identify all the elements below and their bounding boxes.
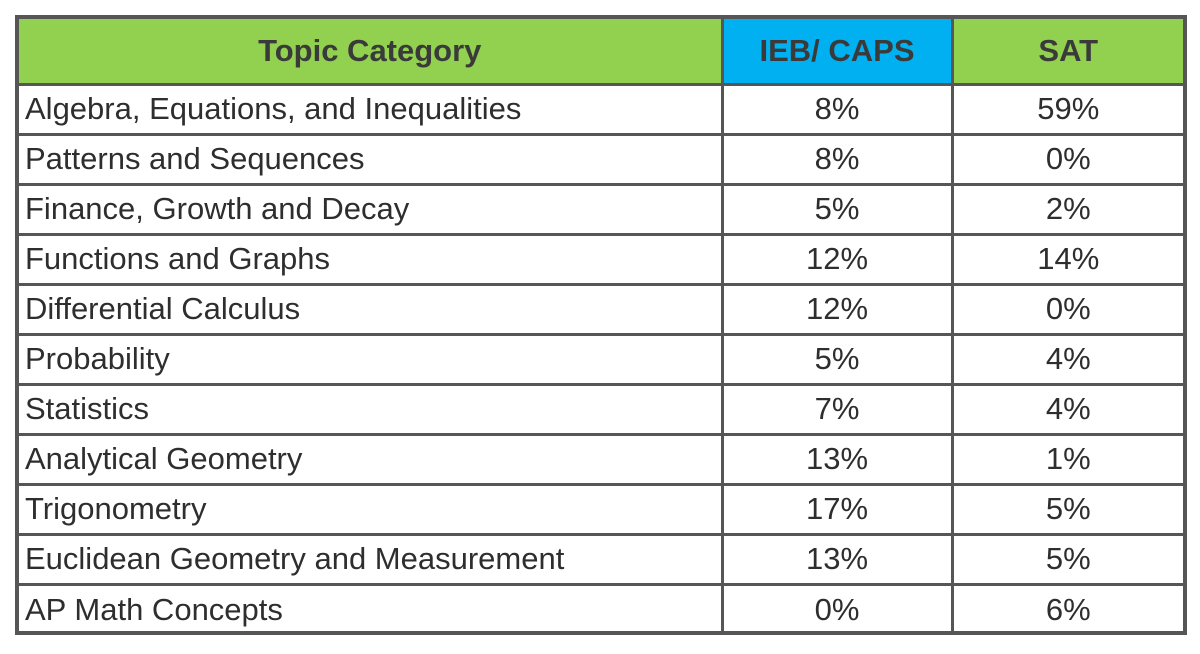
table-row: AP Math Concepts 0% 6% [19, 582, 1183, 634]
header-sat: SAT [950, 19, 1183, 86]
sat-value-cell: 14% [950, 232, 1183, 286]
table-header-row: Topic Category IEB/ CAPS SAT [19, 19, 1183, 86]
topic-cell: Trigonometry [19, 482, 724, 536]
topic-cell: Finance, Growth and Decay [19, 182, 724, 236]
ieb-caps-value-cell: 5% [720, 332, 954, 386]
topic-cell: Functions and Graphs [19, 232, 724, 286]
topic-cell: Analytical Geometry [19, 432, 724, 486]
ieb-caps-value-cell: 0% [720, 582, 954, 634]
topic-cell: Statistics [19, 382, 724, 436]
topic-cell: AP Math Concepts [19, 582, 724, 634]
ieb-caps-value-cell: 17% [720, 482, 954, 536]
topic-cell: Probability [19, 332, 724, 386]
table-row: Trigonometry 17% 5% [19, 482, 1183, 536]
topic-cell: Differential Calculus [19, 282, 724, 336]
table-row: Probability 5% 4% [19, 332, 1183, 386]
topic-cell: Euclidean Geometry and Measurement [19, 532, 724, 586]
ieb-caps-value-cell: 12% [720, 232, 954, 286]
sat-value-cell: 2% [950, 182, 1183, 236]
sat-value-cell: 5% [950, 482, 1183, 536]
table-row: Statistics 7% 4% [19, 382, 1183, 436]
ieb-caps-value-cell: 13% [720, 532, 954, 586]
comparison-table-frame: Topic Category IEB/ CAPS SAT Algebra, Eq… [15, 15, 1187, 635]
ieb-caps-value-cell: 8% [720, 132, 954, 186]
sat-value-cell: 4% [950, 332, 1183, 386]
topic-cell: Algebra, Equations, and Inequalities [19, 82, 724, 136]
topic-comparison-table: Topic Category IEB/ CAPS SAT Algebra, Eq… [19, 19, 1183, 634]
topic-cell: Patterns and Sequences [19, 132, 724, 186]
ieb-caps-value-cell: 12% [720, 282, 954, 336]
sat-value-cell: 0% [950, 282, 1183, 336]
table-body: Algebra, Equations, and Inequalities 8% 59… [19, 82, 1183, 634]
sat-value-cell: 59% [950, 82, 1183, 136]
sat-value-cell: 1% [950, 432, 1183, 486]
table-row: Analytical Geometry 13% 1% [19, 432, 1183, 486]
header-ieb-caps: IEB/ CAPS [720, 19, 954, 86]
table-row: Finance, Growth and Decay 5% 2% [19, 182, 1183, 236]
sat-value-cell: 0% [950, 132, 1183, 186]
ieb-caps-value-cell: 7% [720, 382, 954, 436]
ieb-caps-value-cell: 13% [720, 432, 954, 486]
table-row: Differential Calculus 12% 0% [19, 282, 1183, 336]
sat-value-cell: 5% [950, 532, 1183, 586]
ieb-caps-value-cell: 5% [720, 182, 954, 236]
table-row: Functions and Graphs 12% 14% [19, 232, 1183, 286]
table-row: Euclidean Geometry and Measurement 13% 5% [19, 532, 1183, 586]
ieb-caps-value-cell: 8% [720, 82, 954, 136]
sat-value-cell: 6% [950, 582, 1183, 634]
table-row: Algebra, Equations, and Inequalities 8% 59… [19, 82, 1183, 136]
sat-value-cell: 4% [950, 382, 1183, 436]
table-row: Patterns and Sequences 8% 0% [19, 132, 1183, 186]
header-topic-category: Topic Category [19, 19, 724, 86]
